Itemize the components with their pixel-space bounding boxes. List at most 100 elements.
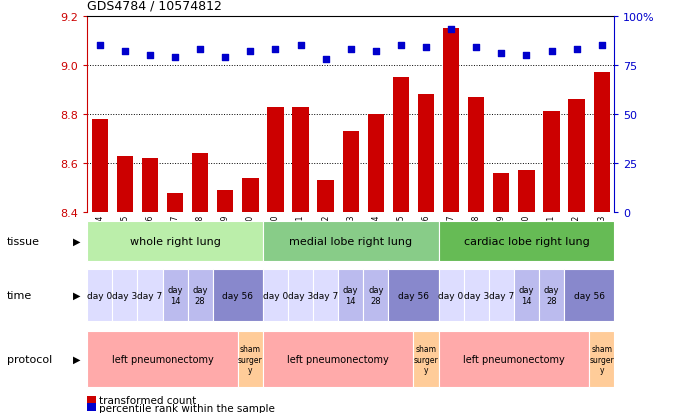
- Bar: [438, 270, 463, 321]
- Point: [370, 49, 381, 55]
- Bar: [263, 332, 413, 387]
- Text: day 3: day 3: [463, 291, 489, 300]
- Text: ▶: ▶: [73, 354, 80, 364]
- Point: [220, 55, 231, 61]
- Point: [571, 47, 582, 53]
- Bar: [514, 270, 539, 321]
- Bar: [518, 171, 535, 213]
- Bar: [343, 132, 359, 213]
- Bar: [263, 270, 288, 321]
- Text: day 56: day 56: [223, 291, 253, 300]
- Text: sham
surger
y: sham surger y: [414, 344, 438, 374]
- Point: [345, 47, 356, 53]
- Text: day
14: day 14: [343, 286, 359, 305]
- Point: [596, 43, 607, 49]
- Bar: [292, 107, 309, 213]
- Bar: [192, 154, 208, 213]
- Bar: [167, 193, 184, 213]
- Text: day
28: day 28: [368, 286, 384, 305]
- Point: [395, 43, 406, 49]
- Point: [119, 49, 131, 55]
- Point: [420, 45, 431, 51]
- Bar: [339, 270, 363, 321]
- Point: [270, 47, 281, 53]
- Text: time: time: [7, 290, 32, 300]
- Text: sham
surger
y: sham surger y: [238, 344, 262, 374]
- Bar: [463, 270, 489, 321]
- Text: day 56: day 56: [574, 291, 604, 300]
- Text: sham
surger
y: sham surger y: [589, 344, 614, 374]
- Bar: [138, 270, 163, 321]
- Text: day
28: day 28: [193, 286, 208, 305]
- Bar: [117, 156, 133, 213]
- Bar: [539, 270, 564, 321]
- Bar: [87, 222, 263, 261]
- Bar: [163, 270, 188, 321]
- Bar: [413, 332, 438, 387]
- Point: [295, 43, 306, 49]
- Bar: [489, 270, 514, 321]
- Bar: [388, 270, 438, 321]
- Text: day 7: day 7: [313, 291, 339, 300]
- Text: percentile rank within the sample: percentile rank within the sample: [99, 403, 275, 413]
- Text: day 3: day 3: [112, 291, 138, 300]
- Bar: [242, 178, 258, 213]
- Bar: [112, 270, 138, 321]
- Text: tissue: tissue: [7, 237, 40, 247]
- Text: day 7: day 7: [489, 291, 514, 300]
- Text: GDS4784 / 10574812: GDS4784 / 10574812: [87, 0, 222, 12]
- Bar: [543, 112, 560, 213]
- Bar: [217, 191, 233, 213]
- Bar: [589, 332, 614, 387]
- Bar: [368, 115, 384, 213]
- Bar: [438, 332, 589, 387]
- Bar: [213, 270, 263, 321]
- Bar: [267, 107, 283, 213]
- Text: left pneumonectomy: left pneumonectomy: [288, 354, 389, 364]
- Bar: [564, 270, 614, 321]
- Point: [496, 50, 507, 57]
- Text: protocol: protocol: [7, 354, 52, 364]
- Text: whole right lung: whole right lung: [130, 237, 221, 247]
- Point: [94, 43, 105, 49]
- Bar: [188, 270, 213, 321]
- Bar: [443, 29, 459, 213]
- Bar: [593, 73, 610, 213]
- Text: transformed count: transformed count: [99, 395, 196, 405]
- Bar: [142, 159, 158, 213]
- Text: day 0: day 0: [263, 291, 288, 300]
- Text: day 56: day 56: [398, 291, 429, 300]
- Point: [445, 27, 456, 33]
- Point: [195, 47, 206, 53]
- Bar: [493, 173, 510, 213]
- Text: left pneumonectomy: left pneumonectomy: [463, 354, 565, 364]
- Text: day
14: day 14: [168, 286, 183, 305]
- Point: [320, 56, 332, 63]
- Point: [521, 52, 532, 59]
- Text: medial lobe right lung: medial lobe right lung: [289, 237, 413, 247]
- Text: day 7: day 7: [138, 291, 163, 300]
- Bar: [288, 270, 313, 321]
- Bar: [91, 119, 108, 213]
- Bar: [313, 270, 339, 321]
- Point: [245, 49, 256, 55]
- Bar: [438, 222, 614, 261]
- Text: ▶: ▶: [73, 290, 80, 300]
- Point: [546, 49, 557, 55]
- Bar: [238, 332, 263, 387]
- Bar: [393, 78, 409, 213]
- Bar: [363, 270, 388, 321]
- Text: cardiac lobe right lung: cardiac lobe right lung: [463, 237, 589, 247]
- Text: day 3: day 3: [288, 291, 313, 300]
- Text: day 0: day 0: [438, 291, 463, 300]
- Bar: [87, 332, 238, 387]
- Bar: [87, 270, 112, 321]
- Text: ▶: ▶: [73, 237, 80, 247]
- Bar: [568, 100, 585, 213]
- Text: day
14: day 14: [519, 286, 534, 305]
- Text: day 0: day 0: [87, 291, 112, 300]
- Point: [470, 45, 482, 51]
- Text: day
28: day 28: [544, 286, 559, 305]
- Point: [170, 55, 181, 61]
- Bar: [418, 95, 434, 213]
